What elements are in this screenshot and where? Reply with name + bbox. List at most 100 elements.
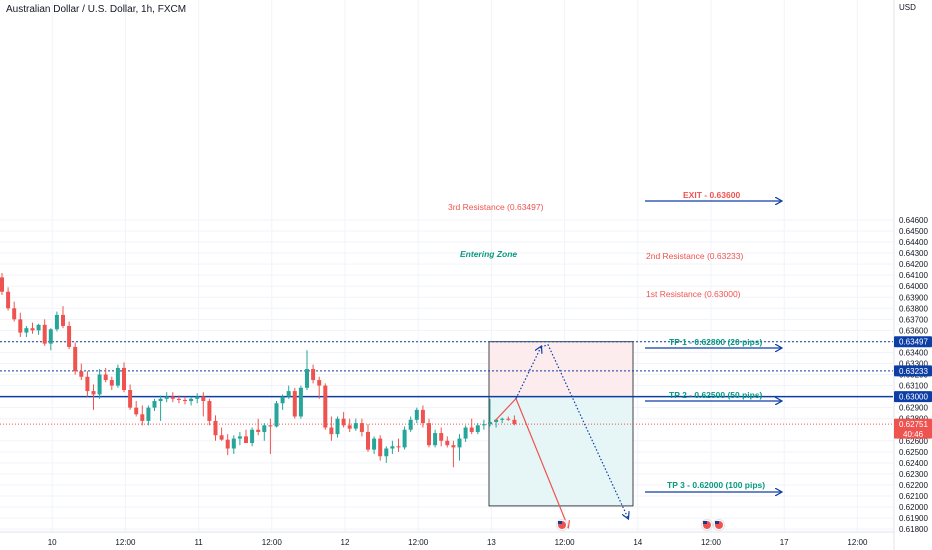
- candle-body: [12, 308, 17, 320]
- x-tick-label: 12:00: [701, 538, 722, 547]
- price-label-text: 0.63000: [899, 393, 928, 402]
- candle-body: [500, 418, 505, 420]
- candle-body: [201, 396, 206, 402]
- candle-body: [6, 291, 11, 309]
- candle-body: [207, 401, 212, 421]
- candle-body: [250, 429, 255, 443]
- candle-body: [122, 367, 126, 390]
- candle-body: [469, 427, 474, 432]
- candle-body: [378, 438, 383, 457]
- candle-body: [67, 325, 72, 347]
- candle-body: [494, 419, 499, 423]
- candle-body: [323, 385, 328, 428]
- candle-body: [439, 433, 444, 441]
- y-tick-label: 0.63800: [899, 304, 928, 313]
- candle-body: [445, 440, 450, 446]
- x-tick-label: 12:00: [115, 538, 136, 547]
- candle-body: [0, 277, 4, 292]
- currency-label: USD: [899, 3, 916, 12]
- candle-body: [79, 371, 84, 377]
- candle-body: [115, 367, 120, 386]
- y-tick-label: 0.61800: [899, 525, 928, 534]
- candle-body: [488, 422, 492, 425]
- y-tick-label: 0.62900: [899, 404, 928, 413]
- candle-body: [164, 396, 169, 399]
- candle-body: [176, 398, 181, 400]
- candle-body: [292, 391, 297, 417]
- candle-body: [317, 380, 322, 386]
- candle-body: [372, 438, 377, 450]
- chart-title: Australian Dollar / U.S. Dollar, 1h, FXC…: [6, 4, 186, 15]
- candle-body: [274, 403, 279, 427]
- countdown-text: 40:46: [903, 430, 924, 439]
- candle-body: [475, 425, 480, 432]
- candle-body: [366, 431, 370, 450]
- price-label-text: 0.62751: [899, 420, 928, 429]
- candle-body: [225, 439, 230, 449]
- y-tick-label: 0.63900: [899, 293, 928, 302]
- x-tick-label: 12:00: [847, 538, 868, 547]
- x-tick-label: 17: [780, 538, 789, 547]
- y-tick-label: 0.62300: [899, 470, 928, 479]
- x-tick-label: 12:00: [408, 538, 429, 547]
- x-tick-label: 10: [48, 538, 57, 547]
- price-label-text: 0.63497: [899, 338, 928, 347]
- y-tick-label: 0.61900: [899, 514, 928, 523]
- candle-body: [54, 314, 59, 330]
- candle-body: [213, 420, 218, 436]
- candle-body: [512, 419, 517, 425]
- candle-body: [30, 328, 35, 331]
- price-levels: [0, 341, 893, 425]
- price-label: [894, 418, 932, 439]
- candle-body: [451, 445, 456, 448]
- event-flag-icon: [715, 521, 719, 524]
- price-axis[interactable]: USD 0.64600 0.64500 0.64400 0.64300 0.64200 0.…: [893, 0, 932, 550]
- candle-body: [463, 427, 468, 439]
- candle-body: [256, 429, 261, 432]
- y-tick-label: 0.62400: [899, 459, 928, 468]
- annotations: 3rd Resistance (0.63497) 2nd Resistance (…: [448, 190, 765, 490]
- y-tick-label: 0.62200: [899, 481, 928, 490]
- time-axis[interactable]: 10 12:00 11 12:00 12 12:00 13 12:00 14 12:00 17 12:…: [0, 519, 894, 548]
- y-tick-label: 0.64400: [899, 238, 928, 247]
- candle-body: [73, 346, 78, 372]
- candle-body: [506, 418, 511, 420]
- candle-body: [408, 419, 413, 430]
- candle-body: [91, 391, 96, 395]
- candle-body: [390, 446, 395, 449]
- candle-body: [298, 387, 303, 417]
- candle-body: [341, 418, 346, 426]
- candle-body: [61, 314, 65, 326]
- candle-body: [384, 448, 389, 457]
- y-tick-label: 0.63400: [899, 348, 928, 357]
- candle-body: [347, 425, 352, 429]
- price-label: [894, 391, 932, 403]
- price-label: [894, 336, 932, 348]
- exit-label: EXIT - 0.63600: [683, 190, 740, 200]
- candle-body: [97, 374, 102, 395]
- tp2-label: TP 2 - 0.62500 (50 pips): [669, 390, 763, 400]
- candle-body: [231, 438, 236, 449]
- candle-body: [158, 398, 163, 402]
- candle-body: [128, 389, 133, 408]
- stop-zone: [488, 341, 634, 398]
- candle-body: [335, 418, 340, 435]
- candle-body: [457, 438, 462, 448]
- candle-body: [262, 425, 267, 432]
- candle-body: [414, 409, 419, 420]
- y-tick-label: 0.64100: [899, 271, 928, 280]
- candle-body: [146, 407, 151, 421]
- candle-body: [359, 423, 364, 432]
- candle-body: [427, 423, 431, 446]
- profit-zone: [488, 396, 634, 507]
- candles: [0, 272, 517, 468]
- candle-body: [305, 369, 309, 388]
- candle-body: [140, 414, 145, 421]
- event-flag-icon: [703, 521, 707, 524]
- event-flag-icon: [558, 521, 562, 524]
- candle-body: [195, 396, 200, 399]
- y-tick-label: 0.62500: [899, 448, 928, 457]
- candle-body: [244, 436, 248, 443]
- candle-body: [183, 399, 187, 402]
